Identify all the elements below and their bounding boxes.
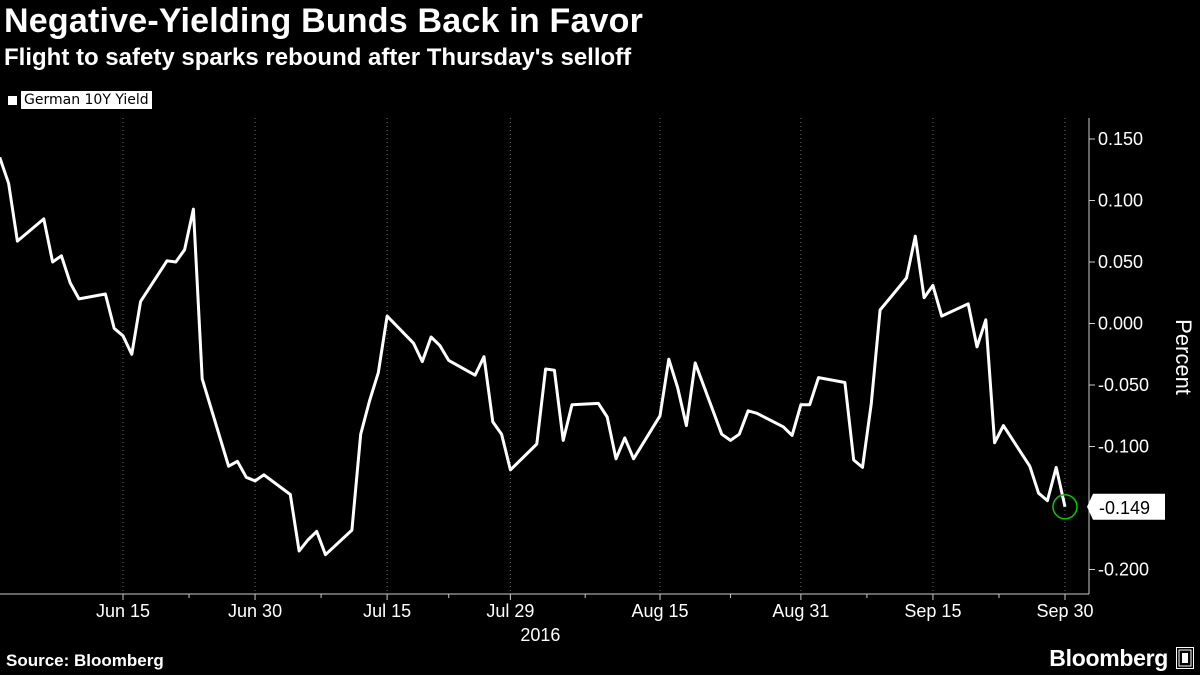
x-axis-year-label: 2016	[520, 625, 560, 645]
x-tick-label-3: Jul 29	[486, 601, 534, 621]
legend: German 10Y Yield	[8, 91, 152, 109]
y-tick-label-0: -0.200	[1098, 560, 1149, 580]
axes	[0, 118, 1090, 595]
y-tick-label-4: 0.000	[1098, 314, 1143, 334]
bloomberg-terminal-icon	[1176, 647, 1194, 669]
y-axis-label: Percent	[1171, 319, 1196, 395]
x-axis-ticks: Jun 15 Jun 30 Jul 15 Jul 29 Aug 15 Aug 31 Sep …	[96, 594, 1094, 621]
x-tick-label-2: Jul 15	[363, 601, 411, 621]
y-tick-label-6: 0.100	[1098, 191, 1143, 211]
y-tick-label-7: 0.150	[1098, 129, 1143, 149]
series-line-german-10y-yield	[0, 156, 1067, 557]
last-value-marker	[1052, 494, 1078, 520]
x-tick-label-6: Sep 15	[904, 601, 961, 621]
legend-swatch	[8, 95, 17, 105]
x-tick-label-1: Jun 30	[228, 601, 282, 621]
x-tick-label-7: Sep 30	[1036, 601, 1093, 621]
y-tick-label-5: 0.050	[1098, 252, 1143, 272]
y-tick-label-3: -0.050	[1098, 375, 1149, 395]
source-note: Source: Bloomberg	[6, 651, 164, 670]
chart-subtitle: Flight to safety sparks rebound after Th…	[4, 44, 632, 71]
grid-lines	[122, 118, 1066, 594]
y-tick-label-2: -0.100	[1098, 437, 1149, 457]
x-tick-label-4: Aug 15	[631, 601, 688, 621]
last-value-callout-bg	[1087, 493, 1165, 520]
chart-title: Negative-Yielding Bunds Back in Favor	[4, 2, 644, 40]
last-value-callout: -0.149	[1087, 493, 1165, 520]
legend-label: German 10Y Yield	[21, 91, 152, 109]
bloomberg-logo: Bloomberg	[1049, 645, 1168, 671]
x-tick-label-0: Jun 15	[96, 601, 150, 621]
x-tick-label-5: Aug 31	[772, 601, 829, 621]
last-value-label: -0.149	[1099, 498, 1150, 518]
